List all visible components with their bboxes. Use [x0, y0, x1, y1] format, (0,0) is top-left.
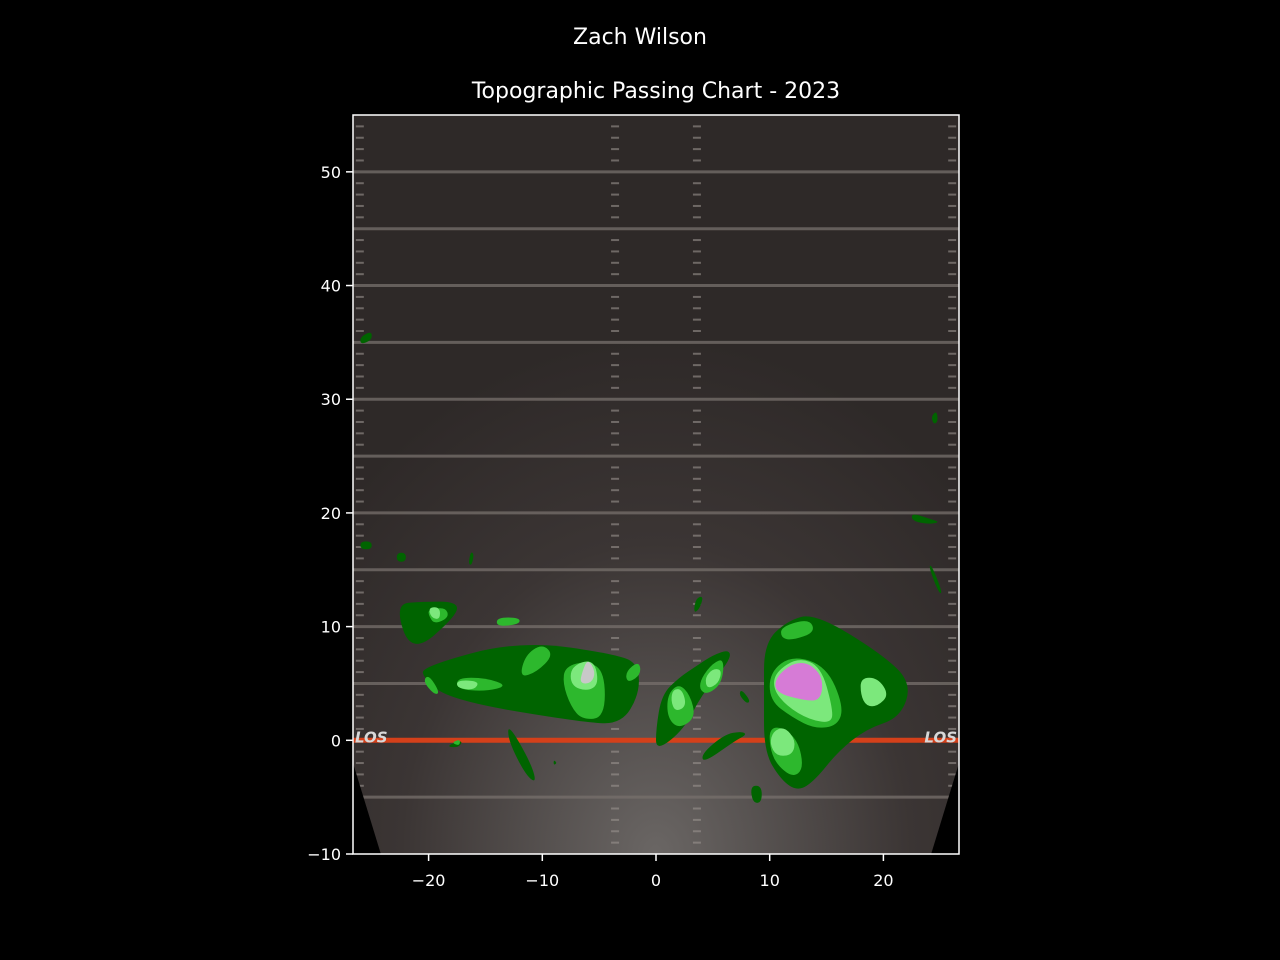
chart-suptitle: Zach Wilson [573, 25, 707, 50]
y-tick-label: 40 [321, 277, 341, 296]
field-corner-left [353, 763, 381, 854]
x-tick-label: −10 [525, 871, 559, 890]
chart-title: Topographic Passing Chart - 2023 [471, 79, 840, 104]
contour-region-level-2 [453, 740, 460, 745]
x-tick-label: −20 [412, 871, 446, 890]
contour-region-level-1 [739, 691, 750, 703]
contour-region-level-3 [860, 677, 887, 707]
contour-region-level-1 [469, 552, 474, 565]
contour-layer [360, 332, 942, 803]
field-corner-right [931, 763, 959, 854]
y-tick-label: 20 [321, 504, 341, 523]
los-label: LOS [924, 728, 957, 746]
x-tick-label: 10 [760, 871, 780, 890]
contour-region-level-3 [705, 669, 721, 688]
y-tick-label: 10 [321, 618, 341, 637]
contour-region-level-2 [424, 676, 439, 694]
contour-region-level-1 [694, 596, 703, 612]
contour-region-level-2 [781, 621, 813, 640]
contour-region-level-3 [671, 689, 686, 710]
contour-region-level-3 [770, 728, 795, 756]
contour-region-level-1 [751, 785, 762, 803]
contour-region-level-1 [702, 732, 746, 760]
contour-region-level-4 [775, 662, 823, 701]
contour-region-level-1 [360, 332, 372, 344]
contour-region-level-1 [396, 552, 406, 562]
y-tick-label: 50 [321, 163, 341, 182]
plot-area: LOS LOS [353, 115, 959, 854]
axes: −20 −10 0 10 20 −10 0 10 20 30 40 50 [307, 163, 893, 890]
contour-region-level-4 [580, 661, 595, 684]
los-label: LOS [355, 728, 388, 746]
y-tick-label: 0 [331, 731, 341, 750]
contour-region-level-2 [626, 663, 641, 681]
x-tick-label: 0 [651, 871, 661, 890]
contour-region-level-1 [553, 760, 557, 765]
x-tick-label: 20 [873, 871, 893, 890]
contour-region-level-1 [929, 565, 942, 594]
contour-region-level-2 [521, 646, 551, 676]
contour-region-level-1 [508, 729, 535, 781]
y-tick-label: 30 [321, 390, 341, 409]
contour-region-level-3 [429, 607, 440, 619]
contour-region-level-1 [360, 541, 372, 550]
contour-region-level-2 [496, 617, 520, 626]
field-markings: LOS LOS [353, 125, 959, 854]
contour-region-level-1 [911, 514, 938, 524]
y-tick-label: −10 [307, 845, 341, 864]
field-background [353, 115, 959, 854]
contour-region-level-1 [931, 412, 938, 424]
contour-region-level-3 [457, 680, 478, 690]
